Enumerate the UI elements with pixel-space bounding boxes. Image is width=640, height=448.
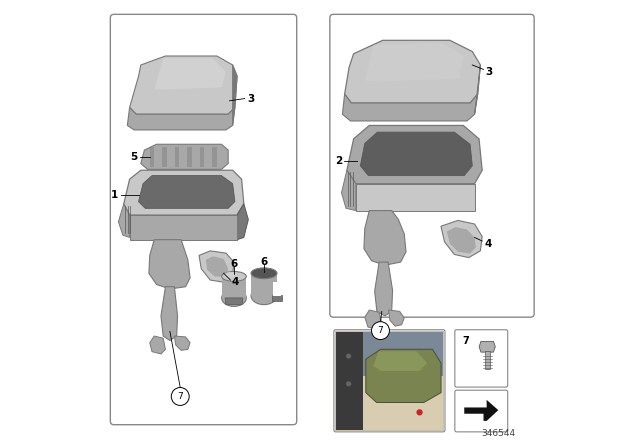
Polygon shape: [360, 132, 472, 176]
Polygon shape: [200, 147, 204, 167]
Polygon shape: [272, 295, 282, 301]
Polygon shape: [175, 147, 179, 167]
Bar: [251, 273, 277, 296]
Polygon shape: [225, 298, 243, 305]
Polygon shape: [141, 144, 228, 169]
Polygon shape: [161, 287, 177, 340]
Polygon shape: [342, 94, 477, 121]
Text: 6: 6: [230, 259, 237, 269]
Polygon shape: [127, 108, 235, 130]
FancyBboxPatch shape: [455, 390, 508, 432]
Polygon shape: [237, 204, 248, 240]
Polygon shape: [347, 125, 482, 184]
Polygon shape: [124, 170, 244, 215]
Text: 3: 3: [486, 67, 493, 77]
FancyBboxPatch shape: [455, 330, 508, 387]
Text: 2: 2: [335, 156, 342, 166]
Polygon shape: [150, 336, 165, 354]
Polygon shape: [475, 65, 481, 114]
Polygon shape: [139, 176, 235, 208]
Text: 4: 4: [484, 239, 492, 249]
Polygon shape: [373, 351, 427, 371]
Ellipse shape: [221, 271, 246, 281]
Ellipse shape: [221, 289, 246, 306]
Polygon shape: [150, 147, 154, 167]
Polygon shape: [233, 65, 237, 125]
Polygon shape: [154, 58, 226, 90]
Polygon shape: [188, 147, 192, 167]
Polygon shape: [163, 147, 167, 167]
Ellipse shape: [251, 268, 277, 279]
Polygon shape: [130, 56, 237, 114]
Polygon shape: [388, 310, 404, 326]
Polygon shape: [130, 215, 237, 240]
Bar: [362, 376, 443, 430]
Circle shape: [346, 353, 351, 359]
Text: 4: 4: [231, 277, 239, 287]
Circle shape: [372, 322, 390, 340]
Bar: [484, 351, 490, 369]
Polygon shape: [118, 204, 130, 237]
Polygon shape: [356, 184, 475, 211]
Circle shape: [172, 388, 189, 405]
Polygon shape: [199, 251, 234, 282]
Polygon shape: [365, 43, 463, 82]
Circle shape: [417, 409, 422, 415]
Ellipse shape: [251, 287, 277, 305]
Polygon shape: [174, 336, 190, 350]
Text: 7: 7: [378, 326, 383, 335]
Polygon shape: [479, 341, 495, 352]
Polygon shape: [447, 227, 476, 254]
Polygon shape: [374, 262, 392, 316]
Polygon shape: [464, 400, 499, 421]
Polygon shape: [149, 240, 190, 289]
Text: 1: 1: [111, 190, 118, 200]
Polygon shape: [342, 170, 356, 211]
Polygon shape: [206, 256, 228, 277]
Text: 346544: 346544: [481, 429, 515, 438]
Text: 7: 7: [177, 392, 183, 401]
Polygon shape: [212, 147, 217, 167]
Text: 3: 3: [247, 94, 254, 103]
Text: 7: 7: [462, 336, 469, 346]
Polygon shape: [366, 349, 441, 402]
FancyBboxPatch shape: [335, 331, 444, 431]
Bar: [221, 276, 246, 298]
Polygon shape: [365, 310, 382, 329]
Polygon shape: [273, 282, 281, 296]
Ellipse shape: [224, 272, 237, 277]
Polygon shape: [364, 211, 406, 265]
Bar: [336, 332, 362, 430]
Polygon shape: [345, 40, 481, 103]
Text: 6: 6: [260, 257, 268, 267]
Text: 5: 5: [131, 152, 138, 162]
Bar: [362, 332, 443, 376]
Circle shape: [346, 381, 351, 387]
Polygon shape: [441, 220, 482, 258]
